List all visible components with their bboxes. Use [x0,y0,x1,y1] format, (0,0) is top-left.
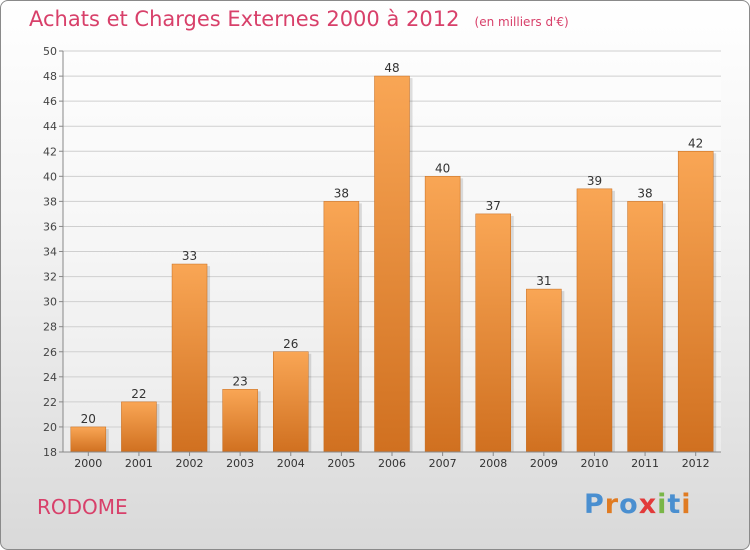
bar-value-label: 42 [688,136,703,150]
chart-unit: (en milliers d'€) [474,15,569,29]
y-tick-label: 32 [43,271,57,284]
logo-letter: t [667,489,682,520]
bar-value-label: 37 [486,199,501,213]
logo-letter: P [584,489,605,520]
bar-value-label: 40 [435,161,450,175]
y-tick-label: 18 [43,446,57,459]
bar [70,426,107,453]
x-tick-label: 2006 [378,457,406,470]
x-tick-label: 2003 [226,457,254,470]
bar [222,389,258,453]
bar [475,213,511,453]
bar [424,176,461,453]
y-tick-label: 38 [43,195,57,208]
x-tick-label: 2011 [631,457,659,470]
logo-letter: x [638,489,658,520]
bar-value-label: 20 [81,412,96,426]
bar [526,288,562,453]
proxiti-logo[interactable]: Proxiti [584,489,692,520]
y-tick-label: 26 [43,346,57,359]
y-tick-label: 36 [43,220,57,233]
y-tick-label: 48 [43,70,57,83]
chart-header: Achats et Charges Externes 2000 à 2012 (… [29,7,569,31]
bar [576,188,613,453]
bar-value-label: 33 [182,249,197,263]
y-tick-label: 28 [43,321,57,334]
bar [374,75,410,453]
bar [677,151,714,453]
bar-value-label: 38 [637,186,652,200]
bar [323,201,360,453]
x-tick-label: 2012 [682,457,710,470]
y-tick-label: 24 [43,371,57,384]
logo-letter: i [657,489,668,520]
bar-value-label: 22 [131,387,146,401]
x-tick-label: 2008 [479,457,507,470]
bar-value-label: 48 [384,61,399,75]
x-tick-label: 2004 [277,457,305,470]
x-tick-label: 2007 [429,457,457,470]
y-tick-label: 42 [43,145,57,158]
bar [121,401,157,453]
y-tick-label: 22 [43,396,57,409]
bar-value-label: 38 [334,186,349,200]
commune-name: RODOME [37,495,128,519]
bar [627,201,663,453]
y-tick-label: 20 [43,421,57,434]
bar-value-label: 26 [283,337,298,351]
bar-value-label: 39 [587,174,602,188]
y-tick-label: 44 [43,120,57,133]
bar-value-label: 23 [233,374,248,388]
y-tick-label: 50 [43,45,57,58]
y-tick-label: 40 [43,170,57,183]
logo-letter: o [619,489,639,520]
x-tick-label: 2001 [125,457,153,470]
y-tick-label: 34 [43,246,57,259]
x-tick-label: 2010 [580,457,608,470]
y-tick-label: 30 [43,296,57,309]
x-tick-label: 2005 [327,457,355,470]
chart-title: Achats et Charges Externes 2000 à 2012 [29,7,460,31]
x-tick-label: 2000 [74,457,102,470]
x-tick-label: 2002 [176,457,204,470]
x-tick-label: 2009 [530,457,558,470]
bar [273,351,309,453]
logo-letter: r [604,489,620,520]
y-tick-label: 46 [43,95,57,108]
bar [171,263,208,453]
bar-value-label: 31 [536,274,551,288]
logo-letter: i [681,489,692,520]
